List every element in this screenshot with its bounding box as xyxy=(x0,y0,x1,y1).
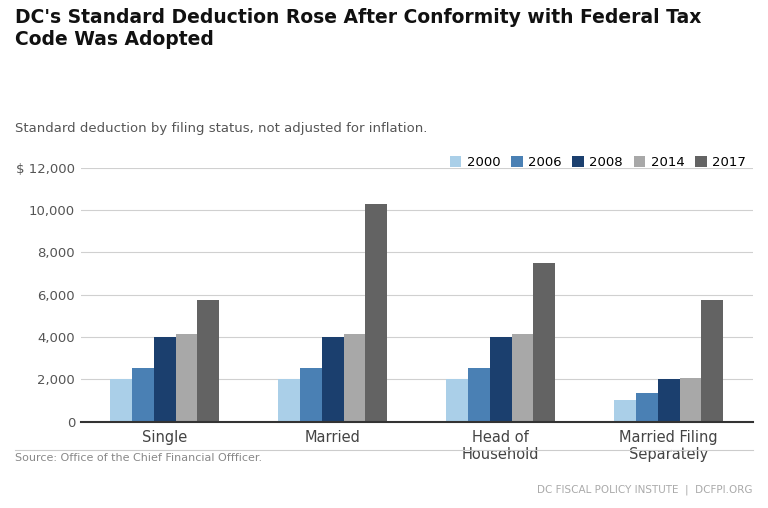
Bar xyxy=(343,334,366,422)
Text: Source: Office of the Chief Financial Offficer.: Source: Office of the Chief Financial Of… xyxy=(15,453,263,463)
Bar xyxy=(511,334,534,422)
Text: DC FISCAL POLICY INSTUTE  |  DCFPI.ORG: DC FISCAL POLICY INSTUTE | DCFPI.ORG xyxy=(537,485,753,495)
Bar xyxy=(154,337,176,422)
Bar xyxy=(614,400,636,422)
Bar xyxy=(534,263,555,422)
Bar xyxy=(197,300,219,422)
Bar xyxy=(278,379,300,422)
Bar xyxy=(176,334,197,422)
Legend: 2000, 2006, 2008, 2014, 2017: 2000, 2006, 2008, 2014, 2017 xyxy=(449,156,746,170)
Text: Standard deduction by filing status, not adjusted for inflation.: Standard deduction by filing status, not… xyxy=(15,122,428,135)
Bar xyxy=(446,379,468,422)
Bar xyxy=(366,204,387,422)
Bar xyxy=(680,378,701,422)
Bar xyxy=(300,368,322,422)
Bar xyxy=(657,379,680,422)
Bar xyxy=(701,300,723,422)
Bar xyxy=(468,368,490,422)
Bar xyxy=(322,337,343,422)
Text: DC's Standard Deduction Rose After Conformity with Federal Tax
Code Was Adopted: DC's Standard Deduction Rose After Confo… xyxy=(15,8,702,49)
Bar xyxy=(490,337,511,422)
Bar xyxy=(132,368,154,422)
Bar xyxy=(110,379,132,422)
Bar xyxy=(636,393,657,422)
